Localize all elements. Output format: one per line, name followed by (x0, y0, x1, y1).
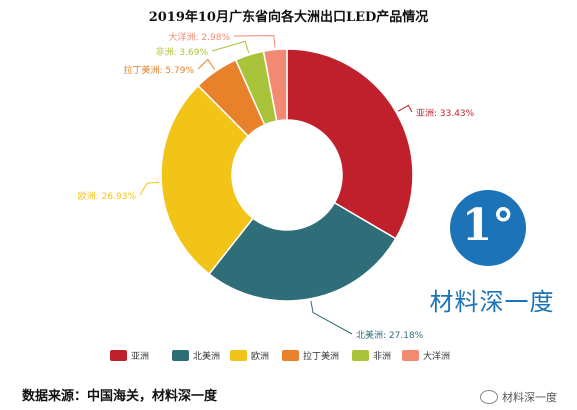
leader-line-0 (397, 104, 413, 113)
bottom-watermark: 材料深一度 (480, 389, 557, 405)
data-label-1: 北美洲: 27.18% (356, 329, 424, 341)
legend-label-5[interactable]: 大洋洲 (423, 350, 450, 362)
data-label-3: 拉丁美洲: 5.79% (124, 64, 195, 76)
legend-swatch-2[interactable] (230, 350, 247, 361)
leader-line-2 (139, 181, 160, 196)
labels-group: 亚洲: 33.43% 北美洲: 27.18% 欧洲: 26.93% 拉丁美洲: 5.7… (78, 31, 475, 341)
data-label-2: 欧洲: 26.93% (78, 190, 137, 202)
data-source: 数据来源：中国海关，材料深一度 (22, 389, 218, 404)
slice-1[interactable] (208, 201, 397, 302)
logo-glyph: 1° (461, 200, 515, 251)
legend: 亚洲 北美洲 欧洲 拉丁美洲 非洲 大洋洲 (110, 350, 450, 362)
legend-swatch-5[interactable] (402, 350, 419, 361)
slice-2[interactable] (160, 84, 255, 276)
logo-circle-icon: 1° (450, 190, 526, 266)
legend-label-2[interactable]: 欧洲 (251, 350, 269, 362)
legend-label-3[interactable]: 拉丁美洲 (303, 350, 339, 362)
logo-text: 材料深一度 (429, 288, 555, 316)
slice-5[interactable] (262, 48, 288, 122)
leader-line-5 (233, 35, 276, 48)
chart-title: 2019年10月广东省向各大洲出口LED产品情况 (148, 10, 429, 25)
slice-0[interactable] (286, 48, 414, 240)
leader-line-3 (197, 58, 216, 70)
leader-line-1 (310, 300, 353, 335)
legend-swatch-0[interactable] (110, 350, 127, 361)
data-label-5: 大洋洲: 2.98% (169, 31, 231, 43)
data-label-0: 亚洲: 33.43% (416, 108, 475, 119)
legend-label-1[interactable]: 北美洲 (193, 350, 220, 362)
legend-label-4[interactable]: 非洲 (373, 350, 391, 362)
data-label-4: 非洲: 3.69% (156, 46, 209, 58)
bottom-watermark-text: 材料深一度 (502, 391, 557, 404)
slices-group (160, 48, 414, 302)
leader-line-4 (211, 40, 250, 53)
legend-swatch-1[interactable] (172, 350, 189, 361)
legend-swatch-4[interactable] (352, 350, 369, 361)
legend-swatch-3[interactable] (282, 350, 299, 361)
legend-label-0[interactable]: 亚洲 (131, 351, 149, 362)
wechat-icon (480, 390, 498, 404)
